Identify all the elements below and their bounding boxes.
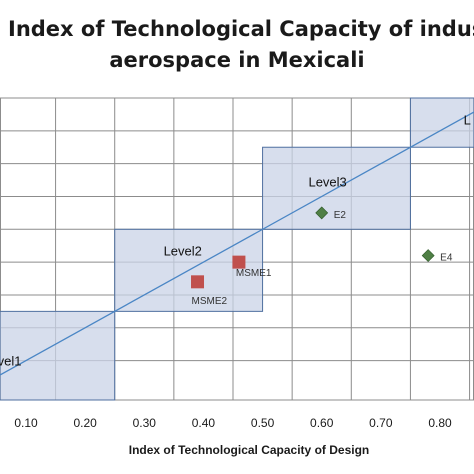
x-tick-label: 0.60 <box>310 416 334 430</box>
x-tick-label: 0.20 <box>73 416 97 430</box>
data-points <box>191 206 435 289</box>
chart-title-line-2: aerospace in Mexicali <box>109 48 365 72</box>
trend-layer <box>0 111 474 376</box>
x-axis-title: Index of Technological Capacity of Desig… <box>129 443 369 457</box>
level-box-4 <box>409 97 474 148</box>
point-label-msme1: MSME1 <box>236 268 272 279</box>
x-tick-label: 0.70 <box>369 416 393 430</box>
level-box-1 <box>0 310 116 401</box>
x-tick-label: 0.10 <box>14 416 38 430</box>
level-label-4: L <box>464 112 471 127</box>
x-tick-label: 0.80 <box>428 416 452 430</box>
point-label-e2: E2 <box>334 210 347 221</box>
level-label-2: Level2 <box>164 244 202 259</box>
level-label-1: Level1 <box>0 354 21 369</box>
x-tick-label: 0.50 <box>251 416 275 430</box>
marker-msme2 <box>191 275 205 289</box>
chart-title: Index of Technological Capacity of indus… <box>0 14 474 76</box>
trend-line <box>0 111 474 376</box>
x-tick-label: 0.40 <box>192 416 216 430</box>
marker-e4 <box>421 249 435 262</box>
level-label-3: Level3 <box>308 175 346 190</box>
x-tick-label: 0.30 <box>133 416 157 430</box>
chart-title-line-1: Index of Technological Capacity of indus… <box>8 17 474 41</box>
level-boxes <box>0 97 474 401</box>
marker-e2 <box>315 206 329 220</box>
point-label-e4: E4 <box>440 253 453 264</box>
marker-msme1 <box>232 255 246 269</box>
point-label-msme2: MSME2 <box>192 296 228 307</box>
chart-labels: Level1 Level2 Level3 L MSME1 MSME2 E2 E4 0.10 0.2… <box>0 112 471 430</box>
